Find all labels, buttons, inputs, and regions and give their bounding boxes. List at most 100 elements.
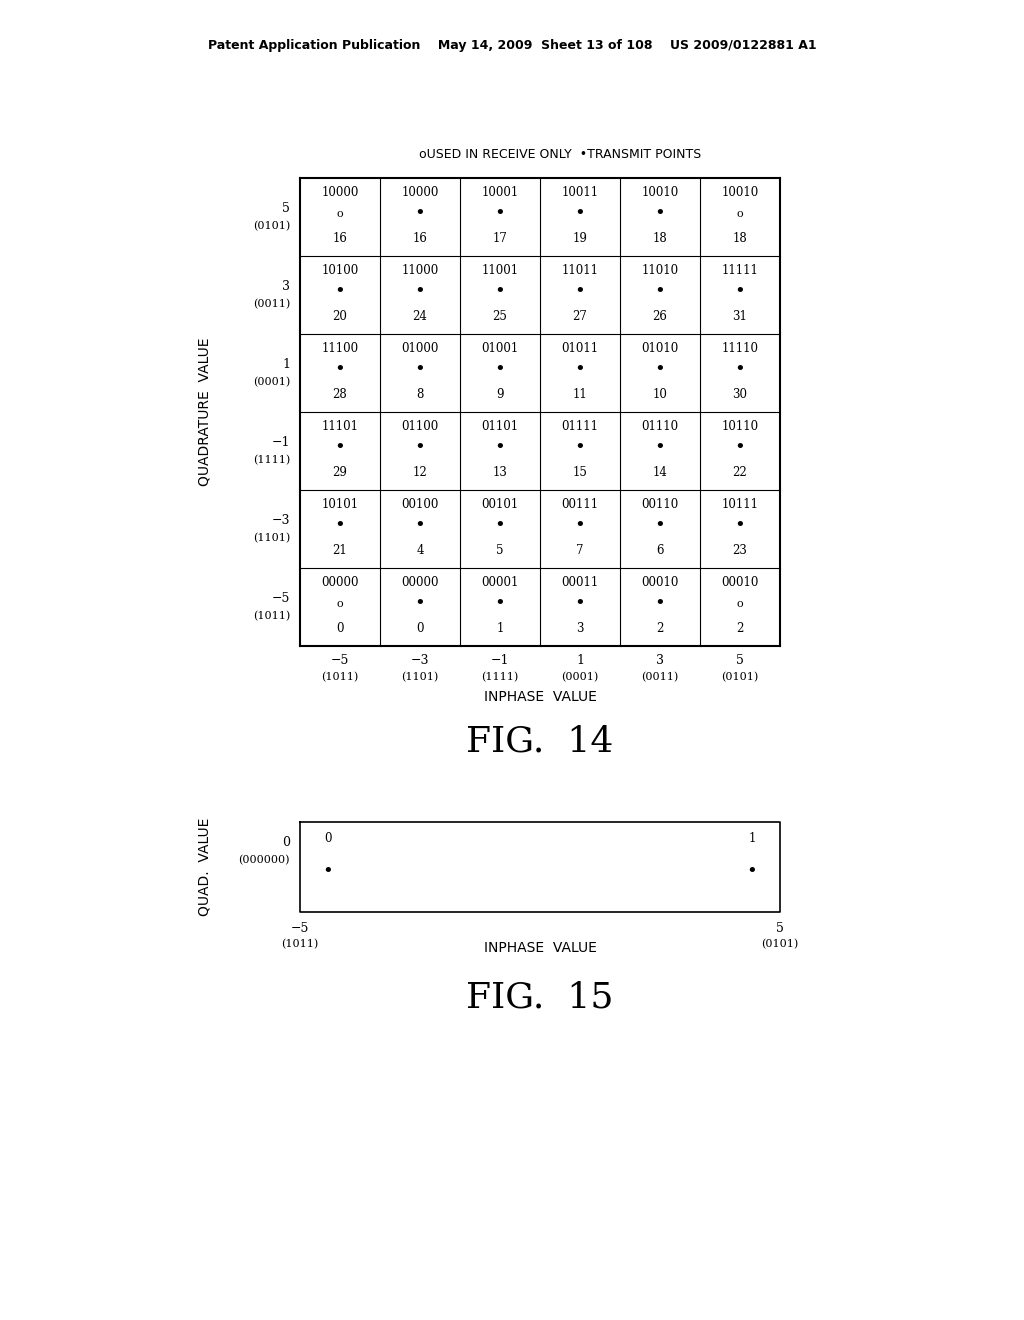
Text: 11011: 11011 bbox=[561, 264, 598, 276]
Text: •: • bbox=[335, 517, 345, 535]
Text: 7: 7 bbox=[577, 544, 584, 557]
Text: 25: 25 bbox=[493, 309, 508, 322]
Text: 10100: 10100 bbox=[322, 264, 358, 276]
Text: (1011): (1011) bbox=[282, 939, 318, 949]
Text: 5: 5 bbox=[776, 921, 784, 935]
Text: 29: 29 bbox=[333, 466, 347, 479]
Text: 28: 28 bbox=[333, 388, 347, 400]
Text: 0: 0 bbox=[336, 622, 344, 635]
Text: (1011): (1011) bbox=[322, 672, 358, 682]
Text: 01001: 01001 bbox=[481, 342, 518, 355]
Text: 10010: 10010 bbox=[641, 186, 679, 198]
Text: •: • bbox=[415, 360, 425, 379]
Text: 17: 17 bbox=[493, 231, 508, 244]
Text: 10000: 10000 bbox=[322, 186, 358, 198]
Text: 10110: 10110 bbox=[722, 420, 759, 433]
Text: •: • bbox=[495, 205, 506, 223]
Text: 00101: 00101 bbox=[481, 498, 518, 511]
Text: •: • bbox=[415, 440, 425, 457]
Text: •: • bbox=[335, 282, 345, 301]
Text: Patent Application Publication    May 14, 2009  Sheet 13 of 108    US 2009/01228: Patent Application Publication May 14, 2… bbox=[208, 38, 816, 51]
Text: •: • bbox=[415, 517, 425, 535]
Text: 10000: 10000 bbox=[401, 186, 438, 198]
Text: o: o bbox=[337, 209, 343, 219]
Text: (0001): (0001) bbox=[561, 672, 599, 682]
Text: (0101): (0101) bbox=[253, 220, 290, 231]
Text: o: o bbox=[337, 599, 343, 609]
Text: 18: 18 bbox=[732, 231, 748, 244]
Text: 24: 24 bbox=[413, 309, 427, 322]
Text: (0101): (0101) bbox=[721, 672, 759, 682]
Text: 10001: 10001 bbox=[481, 186, 518, 198]
Text: •: • bbox=[335, 360, 345, 379]
Text: (1101): (1101) bbox=[253, 533, 290, 543]
Text: 10101: 10101 bbox=[322, 498, 358, 511]
Text: 12: 12 bbox=[413, 466, 427, 479]
Text: −1: −1 bbox=[271, 436, 290, 449]
Text: •: • bbox=[335, 440, 345, 457]
Text: 2: 2 bbox=[656, 622, 664, 635]
Text: 2: 2 bbox=[736, 622, 743, 635]
Text: 01110: 01110 bbox=[641, 420, 679, 433]
Text: 8: 8 bbox=[417, 388, 424, 400]
Text: −3: −3 bbox=[271, 513, 290, 527]
Text: •: • bbox=[654, 205, 666, 223]
Text: •: • bbox=[654, 595, 666, 612]
Text: 00000: 00000 bbox=[401, 576, 438, 589]
Text: 3: 3 bbox=[282, 280, 290, 293]
Text: (1111): (1111) bbox=[481, 672, 518, 682]
Text: 01100: 01100 bbox=[401, 420, 438, 433]
Text: 26: 26 bbox=[652, 309, 668, 322]
Text: INPHASE  VALUE: INPHASE VALUE bbox=[483, 690, 596, 704]
Text: 3: 3 bbox=[656, 655, 664, 668]
Text: −1: −1 bbox=[490, 655, 509, 668]
Text: 11101: 11101 bbox=[322, 420, 358, 433]
Text: 23: 23 bbox=[732, 544, 748, 557]
Text: −5: −5 bbox=[271, 591, 290, 605]
Text: 31: 31 bbox=[732, 309, 748, 322]
Text: 11110: 11110 bbox=[722, 342, 759, 355]
Text: 00011: 00011 bbox=[561, 576, 599, 589]
Text: 11111: 11111 bbox=[722, 264, 759, 276]
Text: •: • bbox=[495, 282, 506, 301]
Text: 27: 27 bbox=[572, 309, 588, 322]
Text: 00100: 00100 bbox=[401, 498, 438, 511]
Text: 11100: 11100 bbox=[322, 342, 358, 355]
Text: •: • bbox=[415, 282, 425, 301]
Text: 13: 13 bbox=[493, 466, 508, 479]
Text: 21: 21 bbox=[333, 544, 347, 557]
Text: •: • bbox=[746, 863, 758, 880]
Text: 00110: 00110 bbox=[641, 498, 679, 511]
Text: FIG.  14: FIG. 14 bbox=[466, 725, 613, 759]
Text: •: • bbox=[734, 360, 745, 379]
Text: 1: 1 bbox=[282, 358, 290, 371]
Text: 3: 3 bbox=[577, 622, 584, 635]
Text: (0101): (0101) bbox=[762, 939, 799, 949]
Text: •: • bbox=[574, 282, 586, 301]
Text: 01011: 01011 bbox=[561, 342, 599, 355]
Text: 5: 5 bbox=[283, 202, 290, 214]
Text: FIG.  15: FIG. 15 bbox=[466, 981, 613, 1015]
Text: 01101: 01101 bbox=[481, 420, 518, 433]
Text: •: • bbox=[495, 595, 506, 612]
Text: −5: −5 bbox=[331, 655, 349, 668]
Text: 16: 16 bbox=[333, 231, 347, 244]
Text: •: • bbox=[654, 282, 666, 301]
Text: (0011): (0011) bbox=[253, 298, 290, 309]
Text: 10111: 10111 bbox=[722, 498, 759, 511]
Text: 10011: 10011 bbox=[561, 186, 599, 198]
Text: 10: 10 bbox=[652, 388, 668, 400]
Text: •: • bbox=[495, 360, 506, 379]
Text: 30: 30 bbox=[732, 388, 748, 400]
Text: •: • bbox=[415, 595, 425, 612]
Text: INPHASE  VALUE: INPHASE VALUE bbox=[483, 941, 596, 954]
Text: 11001: 11001 bbox=[481, 264, 518, 276]
Text: o: o bbox=[736, 209, 743, 219]
Text: •: • bbox=[734, 517, 745, 535]
Text: −3: −3 bbox=[411, 655, 429, 668]
Text: 6: 6 bbox=[656, 544, 664, 557]
Text: 0: 0 bbox=[416, 622, 424, 635]
Text: (1011): (1011) bbox=[253, 611, 290, 622]
Text: 00111: 00111 bbox=[561, 498, 599, 511]
Text: 1: 1 bbox=[497, 622, 504, 635]
